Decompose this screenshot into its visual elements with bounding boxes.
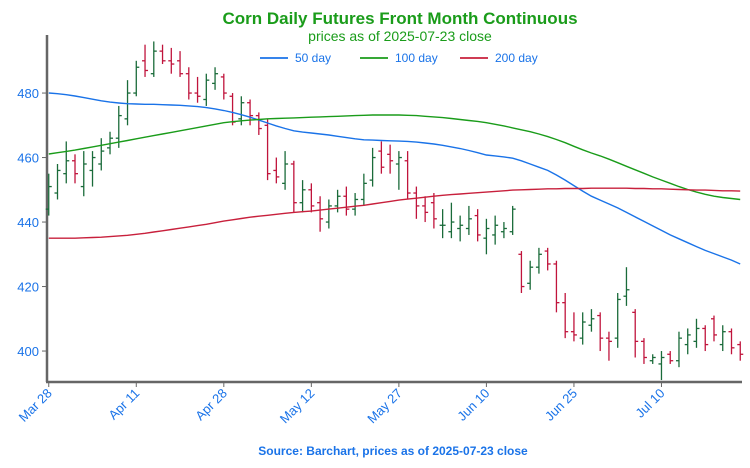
ma-line [48,114,741,201]
x-tick-label: Jun 10 [454,386,492,424]
y-tick-label: 440 [17,215,39,230]
y-tick-label: 480 [17,86,39,101]
legend-label: 50 day [295,51,331,65]
x-tick-label: Jul 10 [632,386,667,421]
source-note: Source: Barchart, prices as of 2025-07-2… [258,444,528,458]
legend-label: 100 day [395,51,438,65]
x-tick-label: Apr 11 [105,386,142,423]
ma-line [48,187,741,239]
y-tick-label: 420 [17,280,39,295]
x-tick-label: Jun 25 [542,386,580,424]
x-tick-label: Mar 28 [16,386,55,425]
x-tick-label: May 12 [277,386,318,427]
chart-title: Corn Daily Futures Front Month Continuou… [222,9,577,28]
x-tick-label: Apr 28 [192,386,230,424]
ma-line [48,92,741,265]
y-tick-label: 460 [17,151,39,166]
x-tick-label: May 27 [364,386,405,427]
chart-subtitle: prices as of 2025-07-23 close [308,28,492,44]
legend-label: 200 day [495,51,538,65]
y-tick-label: 400 [17,344,39,359]
